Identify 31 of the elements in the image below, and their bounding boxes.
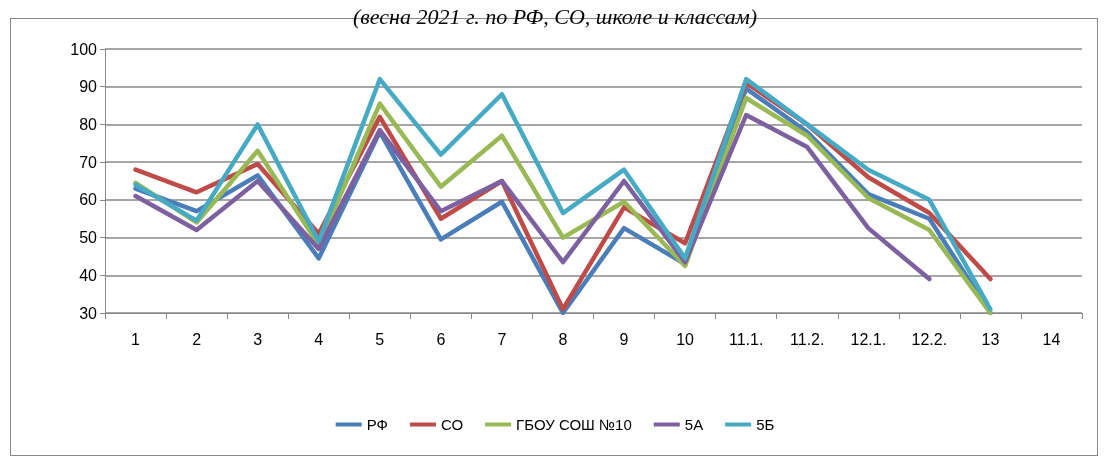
legend-label: РФ	[366, 416, 388, 433]
y-tick-label: 100	[70, 40, 98, 58]
x-tick-label: 12.2.	[911, 330, 948, 348]
legend-label: ГБОУ СОШ №10	[516, 416, 632, 433]
x-tick-label: 2	[192, 330, 202, 348]
x-tick-label: 13	[981, 330, 1000, 348]
x-tick-label: 3	[253, 330, 263, 348]
x-tick-label: 11.1.	[728, 330, 764, 348]
legend-label: 5Б	[756, 416, 775, 433]
x-tick-label: 11.2.	[790, 330, 825, 348]
y-tick-label: 40	[79, 266, 98, 284]
x-tick-label: 7	[497, 330, 507, 348]
chart-title: (весна 2021 г. по РФ, СО, школе и классам)	[352, 3, 758, 29]
x-tick-label: 1	[131, 330, 141, 348]
x-tick-label: 14	[1042, 330, 1061, 348]
y-tick-label: 60	[79, 191, 98, 209]
x-tick-label: 5	[375, 330, 385, 348]
x-tick-label: 9	[619, 330, 629, 348]
x-tick-label: 6	[436, 330, 446, 348]
x-tick-label: 8	[558, 330, 568, 348]
y-tick-label: 80	[79, 115, 98, 133]
y-tick-label: 50	[79, 229, 98, 247]
line-series	[133, 112, 932, 282]
x-tick-label: 10	[676, 330, 695, 348]
legend-label: СО	[440, 416, 464, 433]
y-tick-label: 70	[79, 153, 98, 171]
x-tick-label: 4	[314, 330, 324, 348]
legend-label: 5А	[684, 416, 704, 433]
y-tick-label: 90	[79, 78, 98, 96]
x-tick-label: 12.1.	[850, 330, 887, 348]
y-tick-label: 30	[79, 304, 98, 322]
